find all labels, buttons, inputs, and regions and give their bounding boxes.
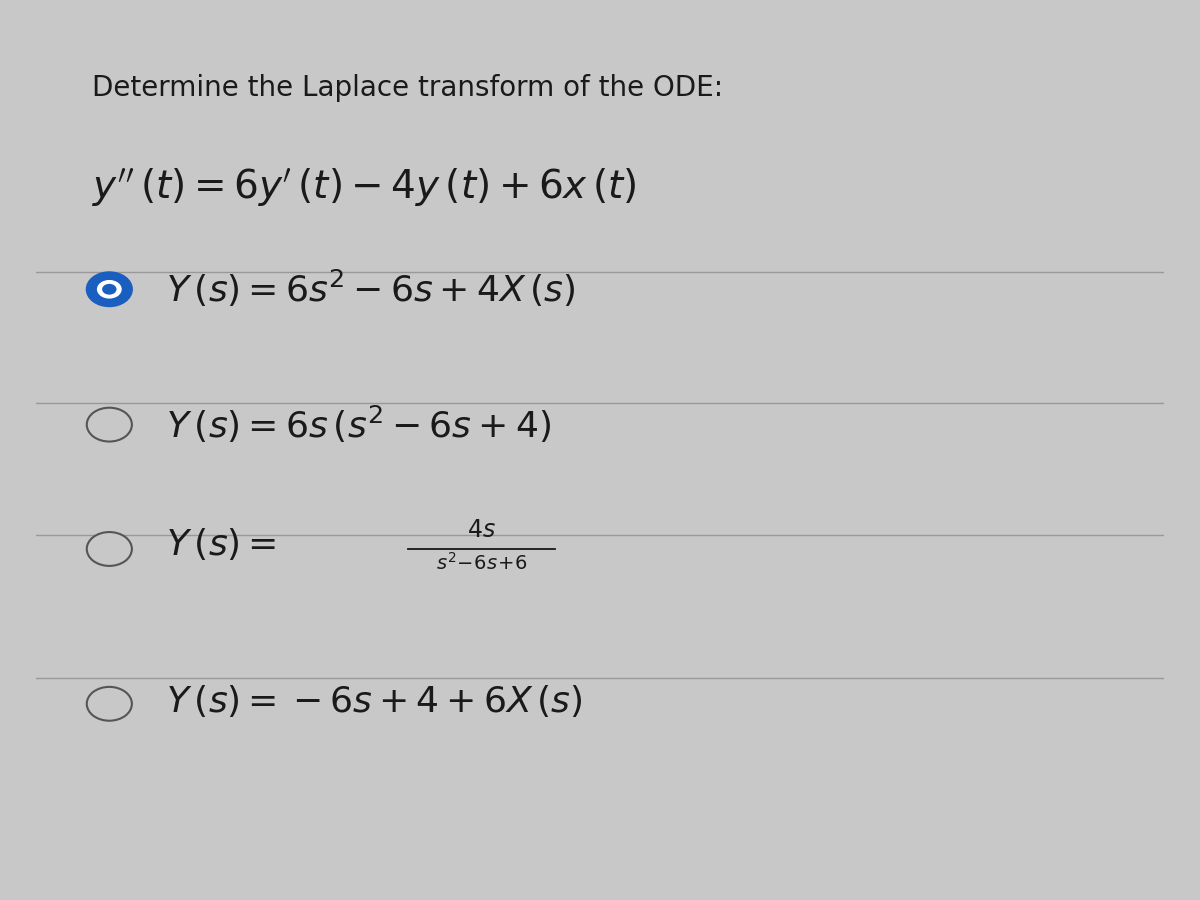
Text: $Y\,(s) = 6s^2 - 6s + 4X\,(s)$: $Y\,(s) = 6s^2 - 6s + 4X\,(s)$: [166, 268, 576, 310]
Text: $s^2\!-\!6s\!+\!6$: $s^2\!-\!6s\!+\!6$: [436, 553, 527, 574]
Circle shape: [86, 532, 132, 566]
Circle shape: [97, 280, 121, 299]
Text: $Y\,(s) =$: $Y\,(s) =$: [166, 526, 276, 562]
Text: $Y\,(s) = 6s\,(s^2 - 6s + 4)$: $Y\,(s) = 6s\,(s^2 - 6s + 4)$: [166, 403, 551, 445]
Text: Determine the Laplace transform of the ODE:: Determine the Laplace transform of the O…: [92, 74, 724, 102]
Circle shape: [86, 273, 132, 306]
Circle shape: [86, 408, 132, 442]
Text: $Y\,(s) = -6s + 4 + 6X\,(s)$: $Y\,(s) = -6s + 4 + 6X\,(s)$: [166, 682, 582, 718]
Text: $y''\,(t) = 6y'\,(t) - 4y\,(t) + 6x\,(t)$: $y''\,(t) = 6y'\,(t) - 4y\,(t) + 6x\,(t)…: [92, 166, 637, 209]
Text: $4s$: $4s$: [467, 518, 496, 542]
Circle shape: [102, 284, 116, 294]
Circle shape: [86, 687, 132, 721]
